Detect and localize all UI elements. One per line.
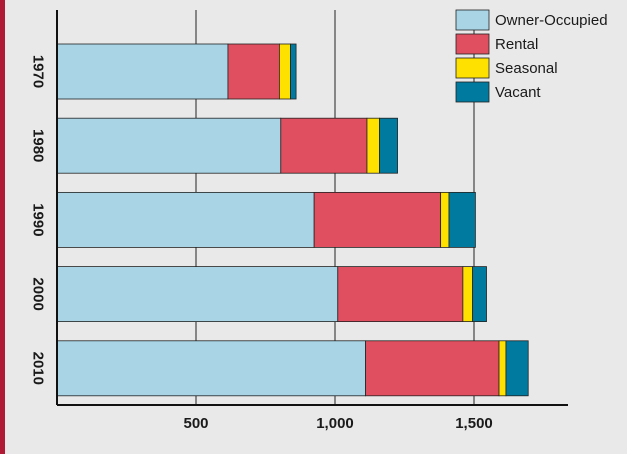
legend-swatch-owner-occupied bbox=[455, 9, 490, 31]
category-label-2000: 2000 bbox=[30, 277, 47, 310]
category-label-1990: 1990 bbox=[30, 203, 47, 236]
bar-1990-seasonal bbox=[440, 191, 450, 248]
bar-1990-owner-occupied bbox=[56, 191, 315, 248]
legend-label-vacant: Vacant bbox=[495, 84, 541, 101]
bar-1970-owner-occupied bbox=[56, 43, 229, 100]
category-label-1970: 1970 bbox=[30, 55, 47, 88]
legend-label-owner-occupied: Owner-Occupied bbox=[495, 12, 608, 29]
category-label-1980: 1980 bbox=[30, 129, 47, 162]
bar-1970-vacant bbox=[290, 43, 297, 100]
bar-2010-seasonal bbox=[498, 340, 507, 397]
bar-2010-vacant bbox=[505, 340, 529, 397]
legend-label-seasonal: Seasonal bbox=[495, 60, 558, 77]
bar-2000-rental bbox=[337, 266, 464, 323]
bar-2000-seasonal bbox=[462, 266, 474, 323]
accent-rule bbox=[0, 0, 5, 454]
bar-1970-seasonal bbox=[278, 43, 291, 100]
legend: Owner-Occupied Rental Seasonal Vacant bbox=[455, 9, 608, 103]
x-tick-label-1,000: 1,000 bbox=[316, 415, 354, 432]
bar-1980-rental bbox=[280, 117, 368, 174]
bar-1980-owner-occupied bbox=[56, 117, 282, 174]
bars bbox=[56, 43, 529, 397]
bar-1980-vacant bbox=[379, 117, 398, 174]
category-labels: 1970 1980 1990 2000 2010 bbox=[30, 55, 47, 385]
axes bbox=[56, 10, 568, 406]
legend-swatch-rental bbox=[455, 33, 490, 55]
legend-swatch-seasonal bbox=[455, 57, 490, 79]
bar-1970-rental bbox=[227, 43, 280, 100]
x-tick-label-500: 500 bbox=[183, 415, 208, 432]
bar-2000-owner-occupied bbox=[56, 266, 339, 323]
bar-2000-vacant bbox=[472, 266, 487, 323]
legend-swatch-vacant bbox=[455, 81, 490, 103]
bar-2010-rental bbox=[365, 340, 500, 397]
x-tick-labels: 500 1,000 1,500 bbox=[183, 415, 492, 432]
x-tick-label-1,500: 1,500 bbox=[455, 415, 493, 432]
category-label-2010: 2010 bbox=[30, 352, 47, 385]
bar-1990-rental bbox=[313, 191, 442, 248]
bar-1990-vacant bbox=[448, 191, 476, 248]
bar-2010-owner-occupied bbox=[56, 340, 366, 397]
bar-1980-seasonal bbox=[366, 117, 380, 174]
legend-label-rental: Rental bbox=[495, 36, 538, 53]
